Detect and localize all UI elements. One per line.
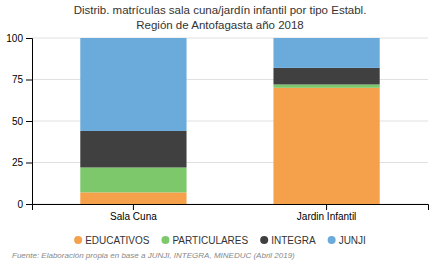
- bar: [273, 84, 379, 87]
- x-tick-mark: [133, 204, 134, 210]
- footnote: Fuente: Elaboración propia en base a JUN…: [12, 251, 295, 260]
- y-tick: 25: [12, 157, 32, 168]
- bar: [273, 38, 379, 68]
- chart: Distrib. matrículas sala cuna/jardín inf…: [0, 0, 440, 264]
- bar: [80, 167, 186, 192]
- x-tick-label: Sala Cuna: [110, 211, 157, 222]
- legend-label: JUNJI: [339, 235, 366, 246]
- x-tick: Sala Cuna: [110, 204, 157, 222]
- legend-marker: [328, 236, 336, 244]
- title-group: Distrib. matrículas sala cuna/jardín inf…: [74, 4, 367, 31]
- x-axis-line: [33, 205, 429, 211]
- x-tick-label: Jardin Infantil: [297, 211, 356, 222]
- y-axis-line: [26, 39, 33, 205]
- plot: 0 25 50 75 100 Sala Cuna Jardin Infantil: [6, 33, 428, 222]
- y-tick-mark: [26, 38, 32, 39]
- subtitle: Región de Antofagasta año 2018: [136, 19, 304, 31]
- bar: [80, 131, 186, 168]
- y-tick-label: 75: [12, 74, 24, 85]
- y-tick-label: 100: [6, 33, 23, 44]
- x-tick: Jardin Infantil: [297, 204, 356, 222]
- y-tick-mark: [26, 204, 32, 205]
- grid: [32, 38, 428, 204]
- y-tick-label: 50: [12, 116, 24, 127]
- legend-label: PARTICULARES: [172, 235, 248, 246]
- bar: [273, 88, 379, 204]
- x-axis: Sala Cuna Jardin Infantil: [33, 204, 429, 222]
- legend-item: JUNJI: [328, 235, 366, 246]
- legend-label: EDUCATIVOS: [85, 235, 150, 246]
- legend-item: EDUCATIVOS: [74, 235, 150, 246]
- y-tick: 100: [6, 33, 32, 44]
- bar: [80, 38, 186, 131]
- legend-item: INTEGRA: [260, 235, 316, 246]
- y-axis: 0 25 50 75 100: [6, 33, 32, 210]
- x-tick-mark: [326, 204, 327, 210]
- legend-marker: [260, 236, 268, 244]
- chart-container: Distrib. matrículas sala cuna/jardín inf…: [0, 0, 440, 264]
- title: Distrib. matrículas sala cuna/jardín inf…: [74, 4, 367, 16]
- y-tick: 75: [12, 74, 32, 85]
- y-tick-label: 25: [12, 157, 24, 168]
- legend-item: PARTICULARES: [161, 235, 248, 246]
- bar: [273, 68, 379, 85]
- y-tick-label: 0: [17, 199, 23, 210]
- series: [80, 38, 379, 131]
- y-tick-mark: [26, 121, 32, 122]
- bars: [80, 38, 379, 204]
- legend: EDUCATIVOS PARTICULARES INTEGRA JUNJI: [74, 235, 366, 246]
- legend-marker: [161, 236, 169, 244]
- y-tick: 50: [12, 116, 32, 127]
- legend-label: INTEGRA: [271, 235, 316, 246]
- bar: [80, 192, 186, 204]
- y-tick-mark: [26, 163, 32, 164]
- y-tick-mark: [26, 80, 32, 81]
- y-tick: 0: [17, 199, 32, 210]
- legend-marker: [74, 236, 82, 244]
